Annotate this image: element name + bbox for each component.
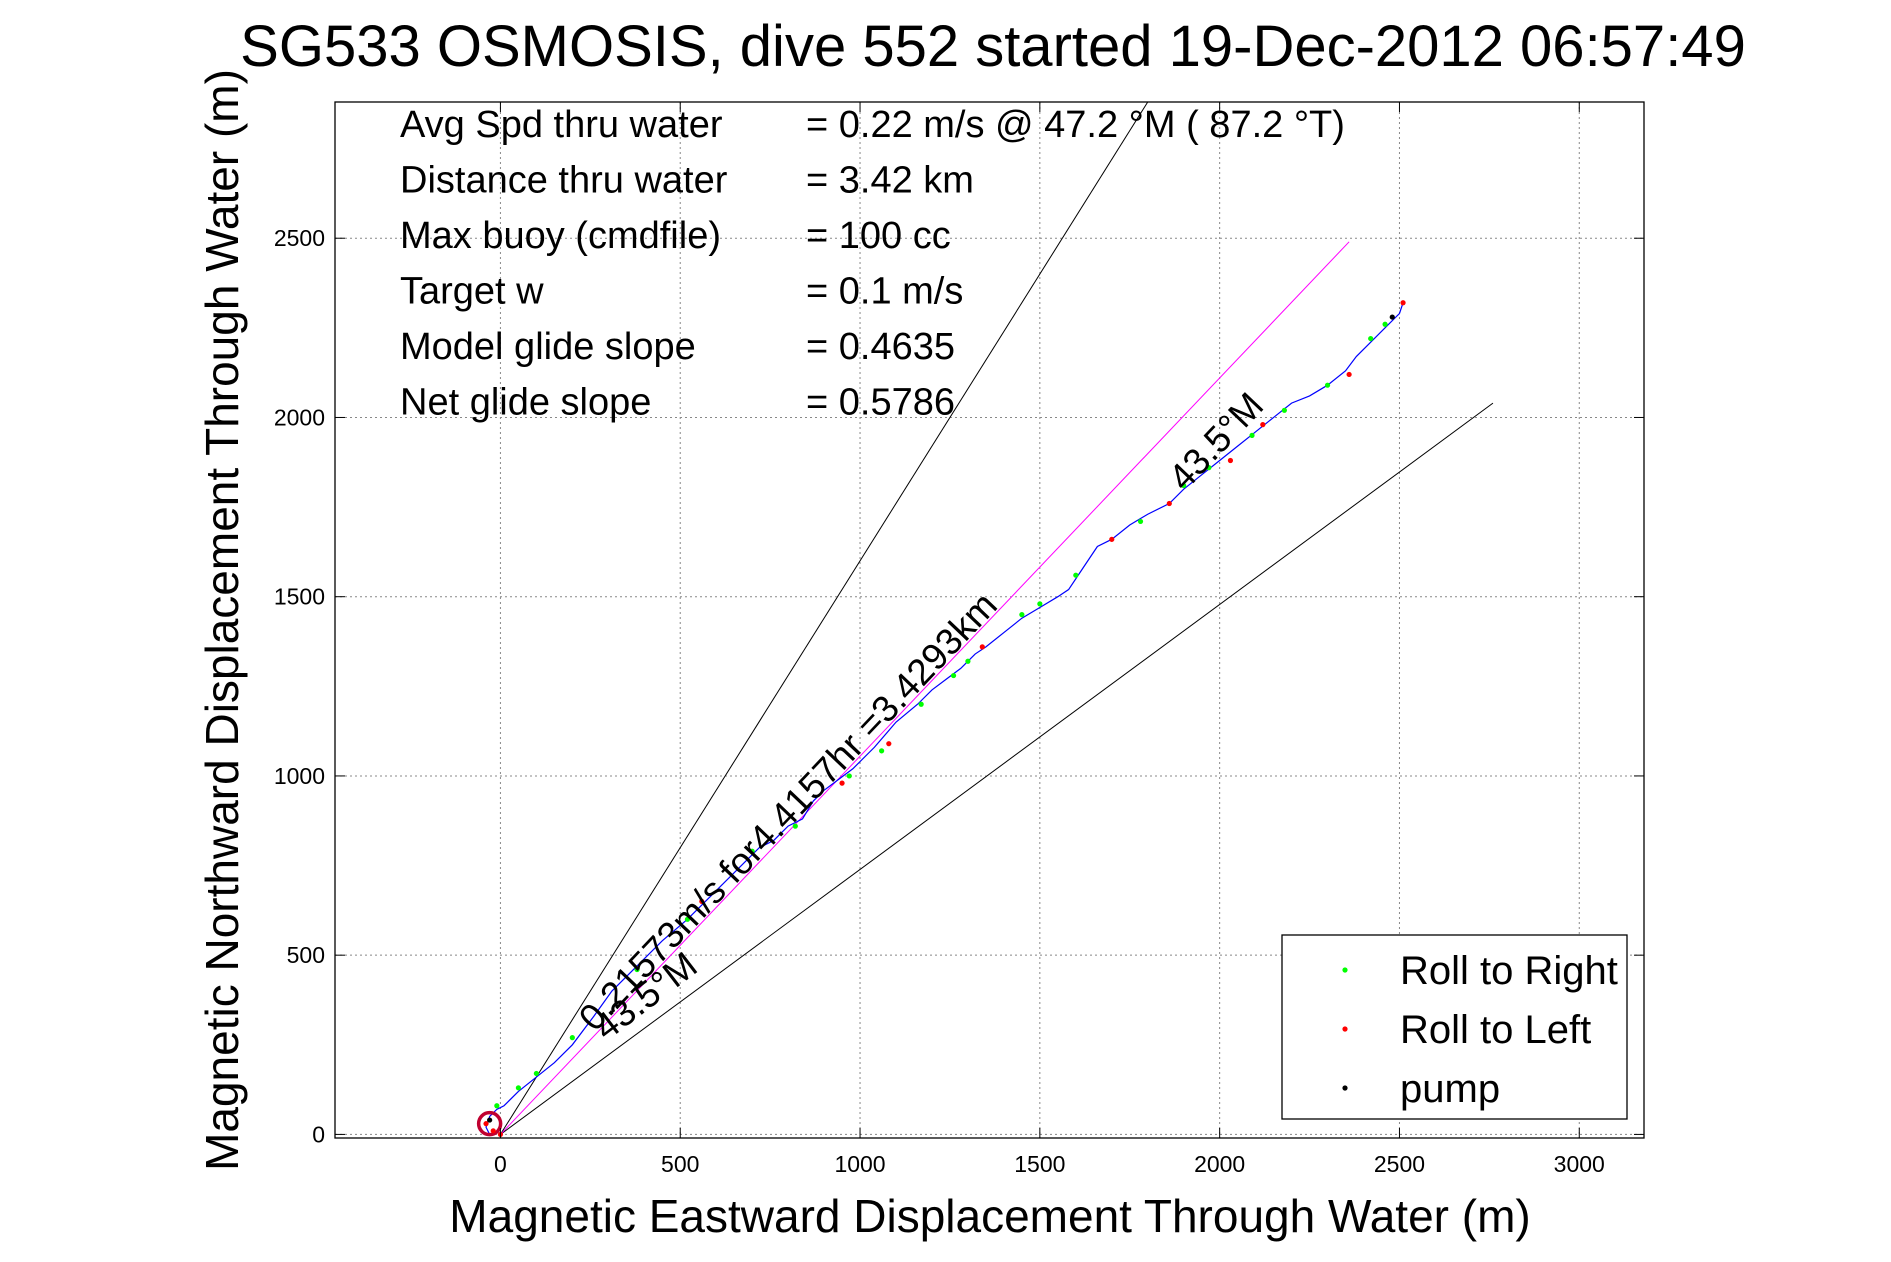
roll-to-left-point	[1400, 300, 1406, 306]
legend-label: pump	[1400, 1067, 1500, 1111]
roll-to-left-point	[1166, 500, 1172, 507]
roll-to-right-point	[494, 1103, 500, 1109]
target-heading-line	[500, 241, 1350, 1135]
pump-point	[487, 1117, 493, 1123]
roll-to-right-point	[918, 701, 924, 707]
roll-to-right-point	[569, 1035, 575, 1041]
roll-to-left-point	[490, 1128, 496, 1134]
legend: Roll to Right Roll to Left pump	[1281, 934, 1628, 1120]
speed-annotation: 0.21573m/s for4.4157hr =3.4293km	[571, 584, 1005, 1038]
roll-to-left-point	[979, 644, 985, 650]
roll-to-right-point	[1281, 407, 1287, 413]
info-value: = 0.22 m/s @ 47.2 °M ( 87.2 °T)	[806, 104, 1345, 146]
info-label: Avg Spd thru water	[400, 104, 723, 146]
track-line	[476, 302, 1404, 1137]
roll-to-right-point	[515, 1085, 522, 1091]
x-tick-label: 1000	[834, 1151, 885, 1177]
x-tick-label: 500	[661, 1151, 699, 1177]
roll-to-right-point	[1037, 601, 1043, 607]
plot-frame	[334, 101, 1645, 1139]
roll-to-right-point	[1073, 572, 1079, 578]
start-marker	[476, 1110, 503, 1137]
roll-to-right-point	[1249, 432, 1255, 438]
roll-to-right-point	[749, 848, 755, 854]
roll-to-left-point	[1346, 371, 1352, 378]
info-value: = 3.42 km	[806, 160, 974, 202]
legend-items: Roll to Right Roll to Left pump	[1342, 949, 1618, 1111]
legend-label: Roll to Left	[1400, 1008, 1591, 1052]
y-tick-label: 1500	[274, 584, 325, 610]
roll-to-right-point	[1368, 335, 1374, 342]
roll-to-right-point	[1382, 321, 1388, 327]
roll-to-right-point	[950, 672, 957, 679]
legend-box	[1281, 934, 1628, 1120]
legend-marker	[1342, 967, 1348, 973]
info-label: Model glide slope	[400, 326, 696, 368]
y-tick-label: 2500	[274, 225, 325, 251]
roll-to-left-point	[1109, 536, 1115, 542]
x-tick-label: 0	[494, 1151, 507, 1177]
x-tick-label: 1500	[1014, 1151, 1065, 1177]
chart-title: SG533 OSMOSIS, dive 552 started 19-Dec-2…	[240, 14, 1746, 79]
x-tick-label: 2000	[1194, 1151, 1245, 1177]
y-tick-label: 0	[312, 1121, 325, 1147]
glider-track	[485, 302, 1404, 1135]
info-label: Max buoy (cmdfile)	[400, 215, 721, 257]
roll-to-left-point	[699, 898, 705, 905]
roll-to-right-point	[879, 748, 885, 754]
x-axis-label: Magnetic Eastward Displacement Through W…	[449, 1190, 1530, 1242]
roll-to-left-point	[483, 1121, 489, 1127]
roll-to-right-point	[1019, 612, 1025, 618]
x-tick-label: 2500	[1374, 1151, 1425, 1177]
axis-ticks: 0 500 1000 1500 2000 2500 3000 0 500 1000 1500 2000…	[274, 102, 1644, 1177]
lower-bound-line	[500, 402, 1494, 1135]
roll-to-left-point	[839, 780, 845, 786]
y-tick-label: 2000	[274, 404, 325, 430]
reference-lines	[499, 101, 1494, 1135]
roll-to-left-point	[886, 741, 892, 747]
roll-to-right-point	[634, 966, 640, 973]
roll-to-left-point	[1227, 457, 1234, 464]
y-axis-label: Magnetic Northward Displacement Through …	[196, 69, 248, 1171]
heading-annotation-upper: 43.5°M	[1161, 385, 1272, 499]
x-tick-label: 3000	[1554, 1151, 1605, 1177]
y-tick-label: 1000	[274, 763, 325, 789]
roll-to-right-point	[1137, 518, 1144, 525]
legend-label: Roll to Right	[1400, 949, 1618, 993]
info-value: = 0.1 m/s	[806, 271, 963, 313]
roll-to-right-point	[1206, 465, 1212, 471]
info-label: Distance thru water	[400, 160, 728, 202]
roll-to-right-point	[846, 773, 852, 779]
roll-to-right-point	[533, 1070, 539, 1077]
data-points	[483, 300, 1406, 1138]
info-value: = 0.4635	[806, 326, 955, 368]
info-label: Target w	[400, 271, 544, 313]
info-value: = 100 cc	[806, 215, 951, 257]
roll-to-right-point	[1181, 482, 1187, 489]
roll-to-right-point	[792, 823, 798, 829]
info-block: Avg Spd thru water = 0.22 m/s @ 47.2 °M (…	[400, 104, 1345, 424]
info-value: = 0.5786	[806, 382, 955, 424]
roll-to-right-point	[1324, 382, 1331, 388]
roll-to-right-point	[965, 658, 971, 664]
pump-point	[1389, 314, 1395, 320]
roll-to-left-point	[1260, 422, 1266, 428]
upper-bound-line	[499, 101, 1149, 1135]
legend-marker	[1342, 1085, 1348, 1091]
info-label: Net glide slope	[400, 382, 651, 424]
y-tick-label: 500	[287, 942, 325, 968]
legend-marker	[1342, 1026, 1348, 1032]
roll-to-right-point	[684, 916, 691, 922]
